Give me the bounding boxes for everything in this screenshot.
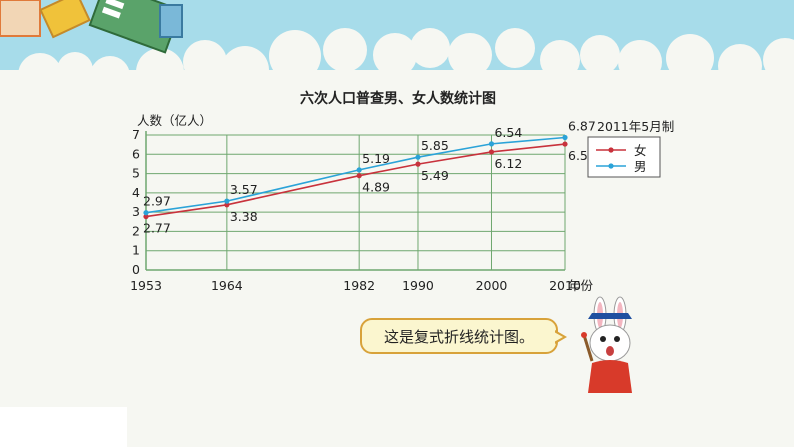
y-tick-label: 0 <box>132 262 140 277</box>
y-tick-label: 3 <box>132 204 140 219</box>
data-label: 5.49 <box>421 168 449 183</box>
speech-bubble: 这是复式折线统计图。 <box>360 318 558 354</box>
x-tick-label: 2000 <box>476 278 508 293</box>
data-label: 3.38 <box>230 209 258 224</box>
top-banner <box>0 0 794 80</box>
series: 2.773.384.895.496.126.532.973.575.195.85… <box>143 119 596 236</box>
data-point <box>356 173 362 179</box>
grid <box>145 131 566 271</box>
data-point <box>562 141 568 147</box>
x-tick-label: 1982 <box>343 278 375 293</box>
chart-note: 2011年5月制 <box>597 119 674 134</box>
data-label: 6.54 <box>494 125 522 140</box>
y-tick-label: 7 <box>132 127 140 142</box>
data-point <box>488 141 495 147</box>
data-label: 6.87 <box>568 119 596 134</box>
data-label: 2.77 <box>143 221 171 236</box>
data-label: 6.12 <box>494 156 522 171</box>
data-point <box>415 161 421 167</box>
x-tick-label: 1964 <box>211 278 243 293</box>
y-tick-label: 5 <box>132 166 140 181</box>
data-point <box>143 210 149 216</box>
series-line <box>145 136 566 214</box>
y-tick-label: 4 <box>132 185 140 200</box>
x-tick-label: 2010 <box>549 278 581 293</box>
legend-box <box>587 136 661 178</box>
legend-label: 女 <box>634 143 647 158</box>
chart-title: 六次人口普查男、女人数统计图 <box>300 90 496 107</box>
data-point <box>562 134 568 141</box>
y-tick-label: 2 <box>132 223 140 238</box>
data-label: 2.97 <box>143 194 171 209</box>
legend-swatch-dot <box>608 163 614 169</box>
legend: 女男 <box>587 136 661 178</box>
data-point <box>224 198 230 204</box>
data-point <box>224 202 230 208</box>
data-point <box>415 154 421 160</box>
x-axis-label: 年份 <box>568 278 594 293</box>
data-point <box>488 149 495 155</box>
y-axis-label: 人数（亿人） <box>137 113 212 128</box>
y-tick-label: 1 <box>132 243 140 258</box>
data-point <box>143 213 149 220</box>
data-label: 5.19 <box>362 151 390 166</box>
corner-panel <box>0 407 127 447</box>
data-point <box>356 167 362 173</box>
y-tick-label: 6 <box>132 146 140 161</box>
legend-swatch-dot <box>608 147 614 153</box>
rabbit-teacher-icon <box>581 296 632 393</box>
speech-bubble-tail-inner <box>554 332 563 342</box>
legend-label: 男 <box>634 159 647 174</box>
series-line <box>145 143 566 218</box>
x-tick-label: 1990 <box>402 278 434 293</box>
x-tick-label: 1953 <box>130 278 162 293</box>
data-label: 3.57 <box>230 182 258 197</box>
data-label: 5.85 <box>421 138 449 153</box>
data-label: 4.89 <box>362 180 390 195</box>
speech-bubble-text: 这是复式折线统计图。 <box>383 327 534 346</box>
notebook-icon <box>0 0 183 54</box>
